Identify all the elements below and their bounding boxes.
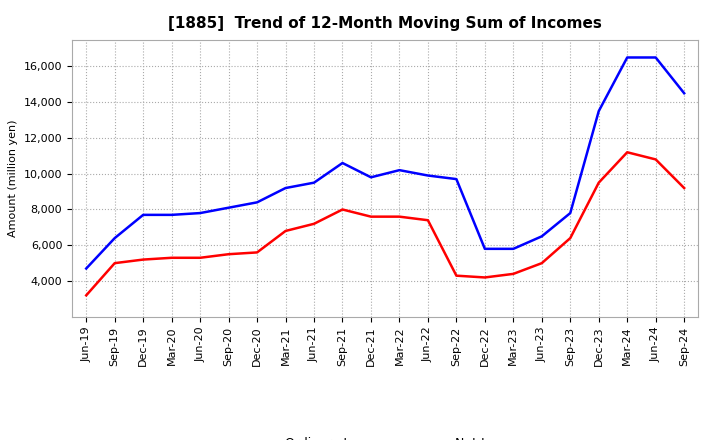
- Net Income: [167, 255, 176, 260]
- Ordinary Income: [595, 109, 603, 114]
- Net Income: [537, 260, 546, 266]
- Net Income: [566, 235, 575, 241]
- Ordinary Income: [282, 185, 290, 191]
- Ordinary Income: [82, 266, 91, 271]
- Net Income: [595, 180, 603, 185]
- Net Income: [509, 271, 518, 276]
- Net Income: [110, 260, 119, 266]
- Title: [1885]  Trend of 12-Month Moving Sum of Incomes: [1885] Trend of 12-Month Moving Sum of I…: [168, 16, 602, 32]
- Net Income: [423, 218, 432, 223]
- Ordinary Income: [452, 176, 461, 182]
- Ordinary Income: [196, 210, 204, 216]
- Net Income: [225, 252, 233, 257]
- Legend: Ordinary Income, Net Income: Ordinary Income, Net Income: [238, 432, 532, 440]
- Net Income: [253, 250, 261, 255]
- Net Income: [310, 221, 318, 227]
- Ordinary Income: [480, 246, 489, 252]
- Ordinary Income: [338, 160, 347, 165]
- Net Income: [282, 228, 290, 234]
- Ordinary Income: [680, 91, 688, 96]
- Ordinary Income: [110, 235, 119, 241]
- Net Income: [366, 214, 375, 219]
- Ordinary Income: [652, 55, 660, 60]
- Ordinary Income: [167, 212, 176, 217]
- Ordinary Income: [139, 212, 148, 217]
- Ordinary Income: [395, 168, 404, 173]
- Ordinary Income: [623, 55, 631, 60]
- Net Income: [680, 185, 688, 191]
- Ordinary Income: [566, 210, 575, 216]
- Net Income: [338, 207, 347, 212]
- Ordinary Income: [423, 173, 432, 178]
- Y-axis label: Amount (million yen): Amount (million yen): [8, 119, 18, 237]
- Ordinary Income: [537, 234, 546, 239]
- Net Income: [623, 150, 631, 155]
- Net Income: [139, 257, 148, 262]
- Net Income: [452, 273, 461, 279]
- Line: Net Income: Net Income: [86, 152, 684, 295]
- Net Income: [395, 214, 404, 219]
- Net Income: [652, 157, 660, 162]
- Net Income: [82, 293, 91, 298]
- Line: Ordinary Income: Ordinary Income: [86, 58, 684, 268]
- Net Income: [196, 255, 204, 260]
- Net Income: [480, 275, 489, 280]
- Ordinary Income: [310, 180, 318, 185]
- Ordinary Income: [366, 175, 375, 180]
- Ordinary Income: [225, 205, 233, 210]
- Ordinary Income: [253, 200, 261, 205]
- Ordinary Income: [509, 246, 518, 252]
